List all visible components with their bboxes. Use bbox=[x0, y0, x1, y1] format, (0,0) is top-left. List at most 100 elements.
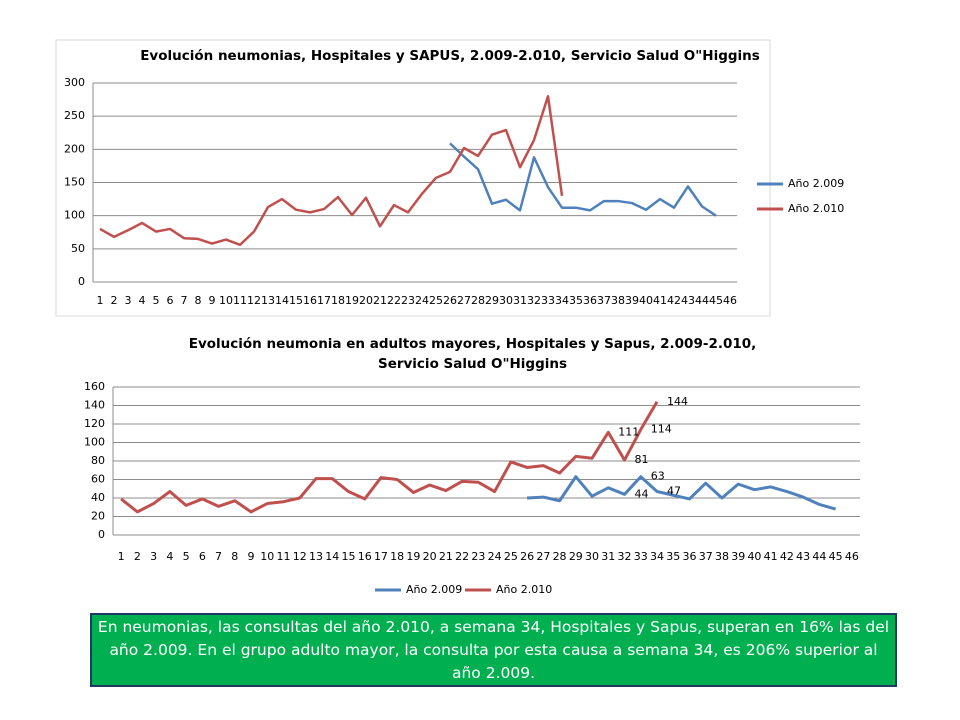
data-label: 114 bbox=[651, 423, 672, 436]
x-tick-label: 41 bbox=[653, 294, 667, 307]
x-tick-label: 43 bbox=[796, 550, 810, 563]
x-tick-label: 29 bbox=[569, 550, 583, 563]
x-tick-label: 4 bbox=[139, 294, 146, 307]
x-tick-label: 42 bbox=[667, 294, 681, 307]
y-tick-label: 100 bbox=[84, 436, 105, 449]
x-tick-label: 12 bbox=[293, 550, 307, 563]
x-tick-label: 46 bbox=[723, 294, 737, 307]
x-tick-label: 16 bbox=[358, 550, 372, 563]
x-tick-label: 6 bbox=[199, 550, 206, 563]
x-tick-label: 24 bbox=[488, 550, 502, 563]
x-tick-label: 46 bbox=[845, 550, 859, 563]
x-tick-label: 20 bbox=[423, 550, 437, 563]
x-tick-label: 40 bbox=[747, 550, 761, 563]
chart-title: Evolución neumonia en adultos mayores, H… bbox=[188, 336, 757, 372]
x-tick-label: 45 bbox=[829, 550, 843, 563]
x-tick-label: 13 bbox=[261, 294, 275, 307]
y-tick-label: 300 bbox=[64, 76, 85, 89]
x-tick-label: 32 bbox=[618, 550, 632, 563]
x-tick-label: 15 bbox=[289, 294, 303, 307]
x-tick-label: 28 bbox=[553, 550, 567, 563]
x-tick-label: 1 bbox=[97, 294, 104, 307]
x-tick-label: 12 bbox=[247, 294, 261, 307]
x-tick-label: 31 bbox=[601, 550, 615, 563]
chart-title: Evolución neumonias, Hospitales y SAPUS,… bbox=[140, 48, 760, 64]
x-tick-label: 6 bbox=[167, 294, 174, 307]
legend-label: Año 2.010 bbox=[496, 583, 552, 596]
x-tick-label: 23 bbox=[401, 294, 415, 307]
chart-frame bbox=[55, 39, 771, 317]
x-tick-label: 30 bbox=[499, 294, 513, 307]
x-tick-label: 9 bbox=[248, 550, 255, 563]
data-label: 81 bbox=[635, 453, 649, 466]
y-tick-label: 0 bbox=[78, 275, 85, 288]
x-tick-label: 8 bbox=[231, 550, 238, 563]
x-tick-label: 45 bbox=[709, 294, 723, 307]
x-tick-label: 15 bbox=[341, 550, 355, 563]
x-tick-label: 18 bbox=[331, 294, 345, 307]
y-tick-label: 0 bbox=[98, 528, 105, 541]
x-tick-label: 14 bbox=[275, 294, 289, 307]
data-label: 144 bbox=[667, 395, 688, 408]
x-tick-label: 10 bbox=[260, 550, 274, 563]
y-tick-label: 100 bbox=[64, 209, 85, 222]
y-tick-label: 60 bbox=[91, 473, 105, 486]
x-tick-label: 3 bbox=[125, 294, 132, 307]
x-tick-label: 33 bbox=[541, 294, 555, 307]
x-tick-label: 30 bbox=[585, 550, 599, 563]
x-tick-label: 32 bbox=[527, 294, 541, 307]
x-tick-label: 19 bbox=[345, 294, 359, 307]
y-tick-label: 250 bbox=[64, 109, 85, 122]
x-tick-label: 24 bbox=[415, 294, 429, 307]
x-tick-label: 41 bbox=[764, 550, 778, 563]
x-tick-label: 23 bbox=[471, 550, 485, 563]
x-tick-label: 27 bbox=[457, 294, 471, 307]
x-tick-label: 39 bbox=[625, 294, 639, 307]
data-label: 111 bbox=[618, 425, 639, 438]
x-tick-label: 37 bbox=[699, 550, 713, 563]
x-tick-label: 34 bbox=[650, 550, 664, 563]
x-tick-label: 42 bbox=[780, 550, 794, 563]
y-tick-label: 140 bbox=[84, 399, 105, 412]
y-tick-label: 200 bbox=[64, 142, 85, 155]
x-tick-label: 37 bbox=[597, 294, 611, 307]
series-line bbox=[99, 95, 564, 247]
x-tick-label: 38 bbox=[715, 550, 729, 563]
x-tick-label: 2 bbox=[111, 294, 118, 307]
x-tick-label: 20 bbox=[359, 294, 373, 307]
y-tick-label: 120 bbox=[84, 417, 105, 430]
x-tick-label: 22 bbox=[387, 294, 401, 307]
x-tick-label: 36 bbox=[583, 294, 597, 307]
y-tick-label: 160 bbox=[84, 380, 105, 393]
x-tick-label: 17 bbox=[374, 550, 388, 563]
series-line bbox=[120, 401, 659, 514]
x-tick-label: 3 bbox=[150, 550, 157, 563]
caption: En neumonias, las consultas del año 2.01… bbox=[90, 613, 897, 687]
x-tick-label: 35 bbox=[666, 550, 680, 563]
x-tick-label: 11 bbox=[277, 550, 291, 563]
y-tick-label: 50 bbox=[71, 242, 85, 255]
x-tick-label: 5 bbox=[183, 550, 190, 563]
x-tick-label: 35 bbox=[569, 294, 583, 307]
x-tick-label: 21 bbox=[439, 550, 453, 563]
x-tick-label: 1 bbox=[118, 550, 125, 563]
x-tick-label: 33 bbox=[634, 550, 648, 563]
series-line bbox=[527, 475, 837, 511]
x-tick-label: 40 bbox=[639, 294, 653, 307]
x-tick-label: 44 bbox=[812, 550, 826, 563]
x-tick-label: 17 bbox=[317, 294, 331, 307]
x-tick-label: 38 bbox=[611, 294, 625, 307]
x-tick-label: 13 bbox=[309, 550, 323, 563]
series-line bbox=[449, 142, 717, 217]
data-label: 63 bbox=[651, 470, 665, 483]
x-tick-label: 11 bbox=[233, 294, 247, 307]
x-tick-label: 26 bbox=[520, 550, 534, 563]
x-tick-label: 39 bbox=[731, 550, 745, 563]
y-tick-label: 20 bbox=[91, 510, 105, 523]
x-tick-label: 25 bbox=[504, 550, 518, 563]
x-tick-label: 9 bbox=[209, 294, 216, 307]
data-label: 47 bbox=[667, 485, 681, 498]
x-tick-label: 43 bbox=[681, 294, 695, 307]
